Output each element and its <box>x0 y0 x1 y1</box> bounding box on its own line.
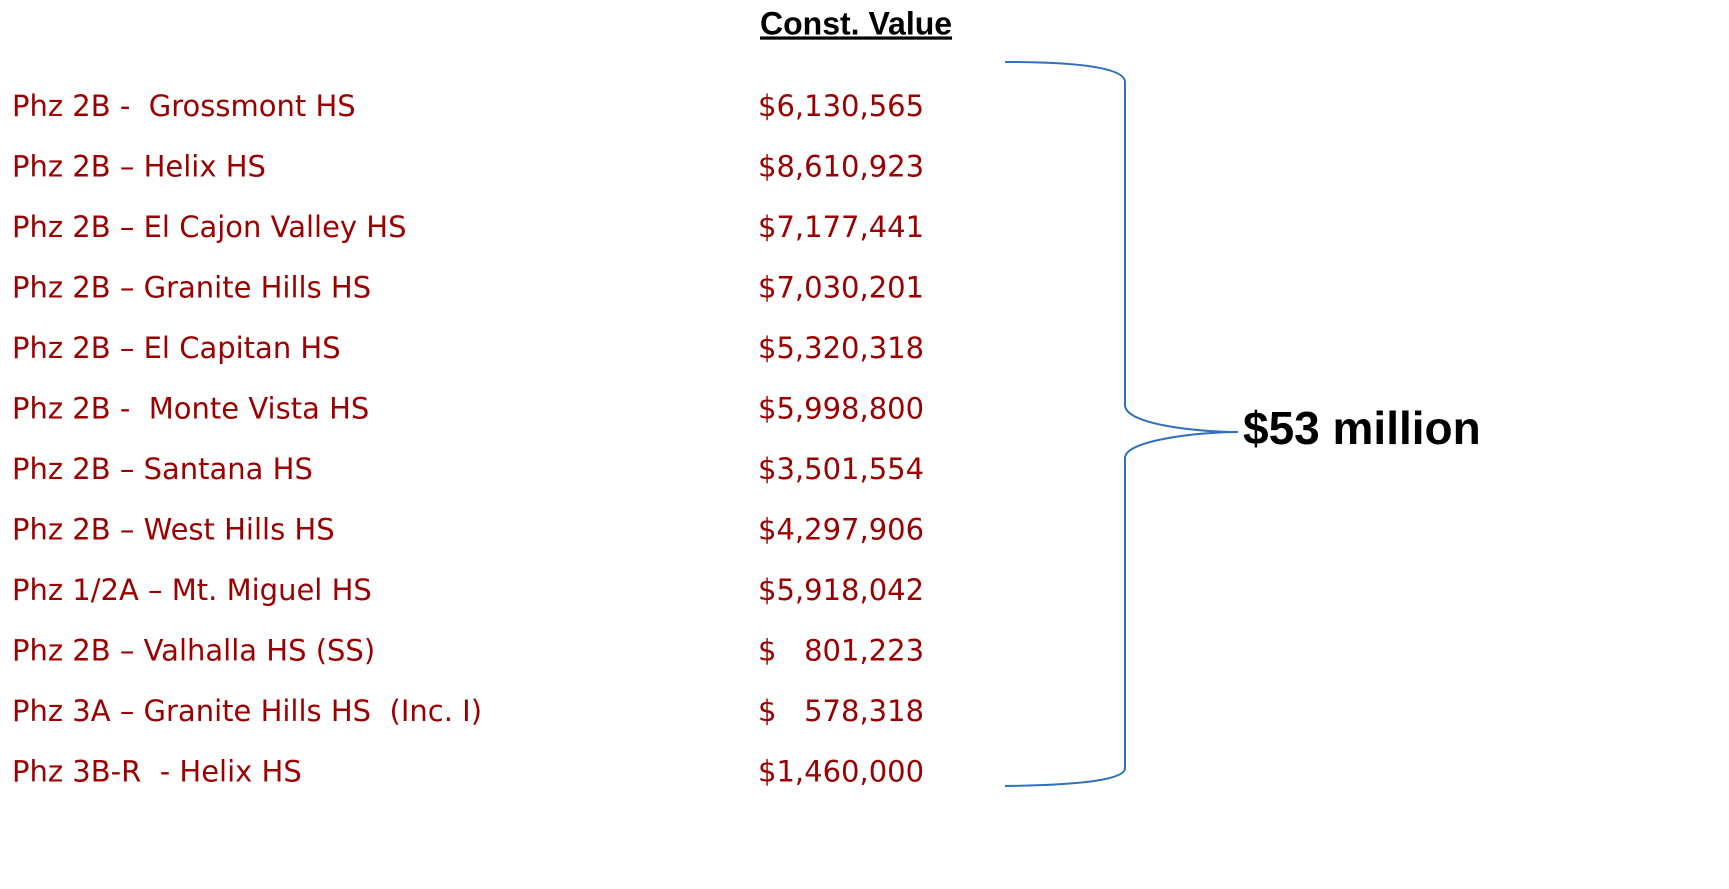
row-label: Phz 2B - Monte Vista HS <box>12 392 369 426</box>
row-label: Phz 3A – Granite Hills HS (Inc. I) <box>12 694 482 728</box>
rows: Phz 2B - Grossmont HS $6,130,565 Phz 2B – … <box>12 89 924 789</box>
row-value: $5,998,800 <box>758 392 924 426</box>
row-label: Phz 2B – El Capitan HS <box>12 331 341 365</box>
row-label: Phz 3B-R - Helix HS <box>12 755 302 789</box>
row-value: $1,460,000 <box>758 755 924 789</box>
brace <box>1004 61 1239 787</box>
row-value: $5,320,318 <box>758 331 924 365</box>
row-label: Phz 2B – Valhalla HS (SS) <box>12 634 375 668</box>
row-value: $8,610,923 <box>758 150 924 184</box>
row-value: $3,501,554 <box>758 452 924 486</box>
row-label: Phz 2B – Granite Hills HS <box>12 271 371 305</box>
row-label: Phz 2B – Santana HS <box>12 452 313 486</box>
row-value: $4,297,906 <box>758 513 924 547</box>
row-label: Phz 2B – West Hills HS <box>12 513 335 547</box>
row-value: $5,918,042 <box>758 573 924 607</box>
row-value: $7,177,441 <box>758 210 924 244</box>
column-header: Const. Value <box>760 5 952 41</box>
row-label: Phz 2B – Helix HS <box>12 150 266 184</box>
row-label: Phz 2B - Grossmont HS <box>12 89 356 123</box>
row-value: $7,030,201 <box>758 271 924 305</box>
row-value: $ 578,318 <box>758 694 924 728</box>
row-value: $6,130,565 <box>758 89 924 123</box>
row-value: $ 801,223 <box>758 634 924 668</box>
row-label: Phz 2B – El Cajon Valley HS <box>12 210 407 244</box>
total: $53 million <box>1243 402 1481 454</box>
row-label: Phz 1/2A – Mt. Miguel HS <box>12 573 372 607</box>
